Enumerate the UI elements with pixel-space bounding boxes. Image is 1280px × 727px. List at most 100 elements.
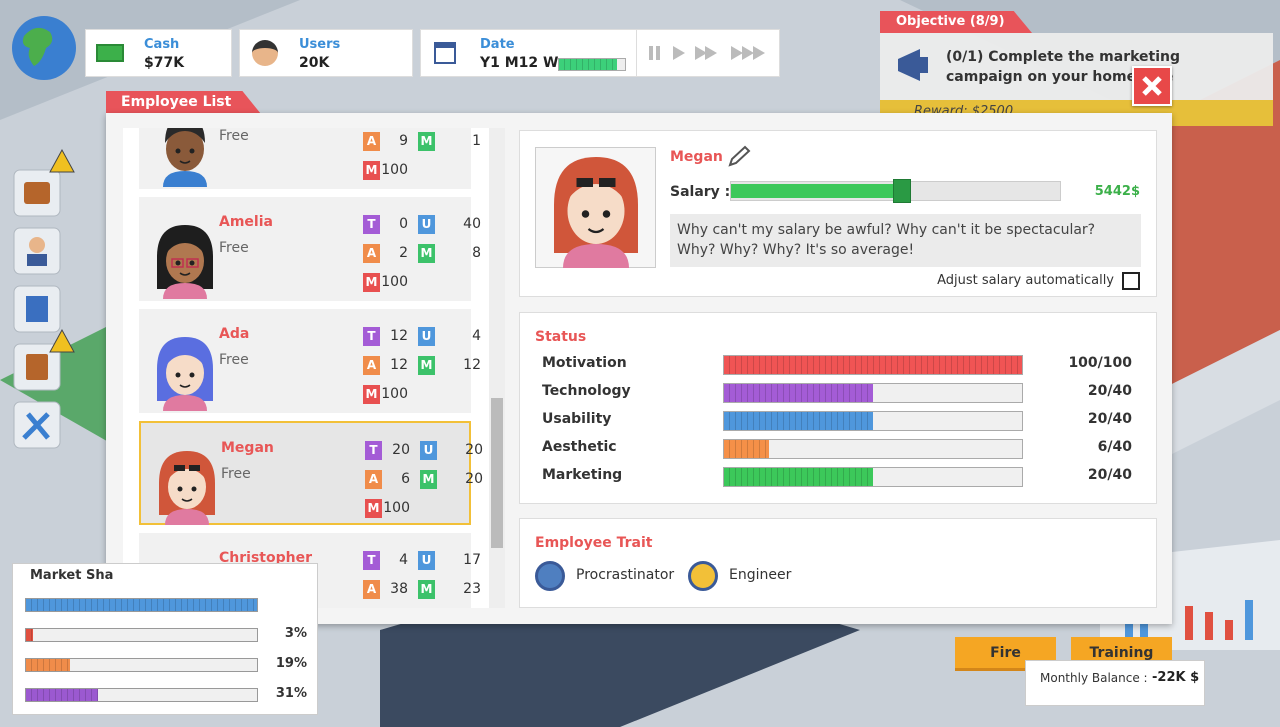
stat-value: 1	[472, 133, 481, 149]
stat-badge: T	[363, 551, 380, 570]
quote: Why can't my salary be awful? Why can't …	[670, 214, 1141, 267]
employee-list[interactable]: Free A 9 M 1 M 100 Amelia Free T 0 U 40 A 2 M 8 M 100 Ada…	[123, 128, 489, 608]
balance-label: Monthly Balance :	[1040, 671, 1148, 685]
trait-title: Employee Trait	[535, 535, 653, 551]
cash-panel: Cash $77K	[85, 29, 232, 77]
status-bar	[724, 356, 1022, 374]
trait-name: Procrastinator	[576, 567, 675, 583]
market-share-title: Market Sha	[30, 568, 114, 583]
salary-label: Salary :	[670, 184, 731, 200]
status-bar	[724, 468, 873, 486]
status-name: Technology	[542, 383, 631, 399]
stat-badge: U	[418, 551, 435, 570]
cash-value: $77K	[144, 55, 185, 71]
status-name: Usability	[542, 411, 612, 427]
status-bar	[724, 384, 873, 402]
employee-card[interactable]: Amelia Free T 0 U 40 A 2 M 8 M 100	[139, 197, 481, 301]
stat-badge: U	[420, 441, 437, 460]
close-button[interactable]	[1132, 66, 1172, 106]
status-bar	[724, 440, 769, 458]
speed-controls[interactable]	[647, 44, 777, 64]
users-icon	[252, 40, 278, 66]
balance-value: -22K $	[1152, 670, 1200, 685]
edit-icon[interactable]	[726, 145, 752, 169]
stat-value: 100	[381, 162, 408, 178]
stat-badge: U	[418, 327, 435, 346]
calendar-icon	[434, 42, 456, 64]
fire-button[interactable]: Fire	[955, 637, 1056, 671]
avatar	[157, 337, 213, 411]
portrait	[535, 147, 656, 268]
market-bar-track	[25, 628, 258, 642]
trait-panel: Employee Trait Procrastinator Engineer	[519, 518, 1157, 608]
stat-badge: M	[418, 580, 435, 599]
status-name: Aesthetic	[542, 439, 617, 455]
stat-value: 12	[390, 328, 408, 344]
status-bar-track	[723, 467, 1023, 487]
objective-text: (0/1) Complete the marketing campaign on…	[946, 49, 1181, 85]
market-bar	[26, 659, 71, 671]
stat-value: 100	[381, 274, 408, 290]
close-icon	[1142, 76, 1162, 96]
stat-badge: A	[363, 132, 380, 151]
employee-card[interactable]: Megan Free T 20 U 20 A 6 M 20 M 100	[139, 421, 483, 525]
market-bar-track	[25, 688, 258, 702]
status-bar-track	[723, 411, 1023, 431]
stat-badge: A	[363, 356, 380, 375]
status-value: 20/40	[1087, 383, 1132, 399]
trait-icon	[535, 561, 565, 591]
stat-value: 100	[383, 500, 410, 516]
employee-list-tab: Employee List	[106, 91, 261, 114]
employee-status: Free	[219, 128, 249, 144]
status-title: Status	[535, 329, 587, 345]
trait-name: Engineer	[729, 567, 792, 583]
market-share-panel: Market Sha 3% 19% 31%	[12, 563, 318, 715]
users-value: 20K	[299, 55, 330, 71]
salary-value: 5442$	[1094, 184, 1140, 199]
employee-name: Christopher	[219, 550, 312, 566]
stat-badge: A	[363, 244, 380, 263]
stat-value: 23	[463, 581, 481, 597]
stat-badge: T	[363, 327, 380, 346]
market-bar	[26, 689, 99, 701]
stat-badge: M	[418, 244, 435, 263]
market-bar-track	[25, 658, 258, 672]
employee-card[interactable]: Free A 9 M 1 M 100	[139, 128, 481, 189]
status-name: Motivation	[542, 355, 627, 371]
scrollbar[interactable]	[489, 128, 505, 608]
stat-value: 12	[390, 357, 408, 373]
date-value: Y1 M12 W	[480, 55, 559, 71]
stat-value: 4	[472, 328, 481, 344]
detail-panel: Megan Salary : 5442$ Why can't my salary…	[519, 130, 1157, 297]
status-value: 20/40	[1087, 411, 1132, 427]
stat-badge: U	[418, 215, 435, 234]
megaphone-icon	[898, 49, 928, 81]
objective-body: (0/1) Complete the marketing campaign on…	[880, 33, 1273, 100]
stat-value: 0	[399, 216, 408, 232]
stat-badge: A	[363, 580, 380, 599]
employee-name: Megan	[670, 149, 723, 165]
status-bar	[724, 412, 873, 430]
stat-badge: M	[418, 132, 435, 151]
avatar	[159, 451, 215, 525]
avatar	[554, 157, 638, 268]
stat-badge: M	[363, 161, 380, 180]
stat-value: 9	[399, 133, 408, 149]
market-bar	[26, 629, 33, 641]
stat-value: 8	[472, 245, 481, 261]
stat-badge: M	[363, 273, 380, 292]
status-panel: Status Motivation 100/100 Technology 20/40 U…	[519, 312, 1157, 504]
status-bar-track	[723, 355, 1023, 375]
stat-badge: A	[365, 470, 382, 489]
stat-value: 100	[381, 386, 408, 402]
stat-value: 40	[463, 216, 481, 232]
auto-salary-label: Adjust salary automatically	[937, 273, 1114, 288]
salary-slider[interactable]	[730, 179, 1061, 203]
stat-value: 4	[399, 552, 408, 568]
users-panel: Users 20K	[239, 29, 413, 77]
avatar	[157, 225, 213, 299]
auto-salary-checkbox[interactable]	[1122, 272, 1140, 290]
stat-value: 12	[463, 357, 481, 373]
employee-card[interactable]: Ada Free T 12 U 4 A 12 M 12 M 100	[139, 309, 481, 413]
